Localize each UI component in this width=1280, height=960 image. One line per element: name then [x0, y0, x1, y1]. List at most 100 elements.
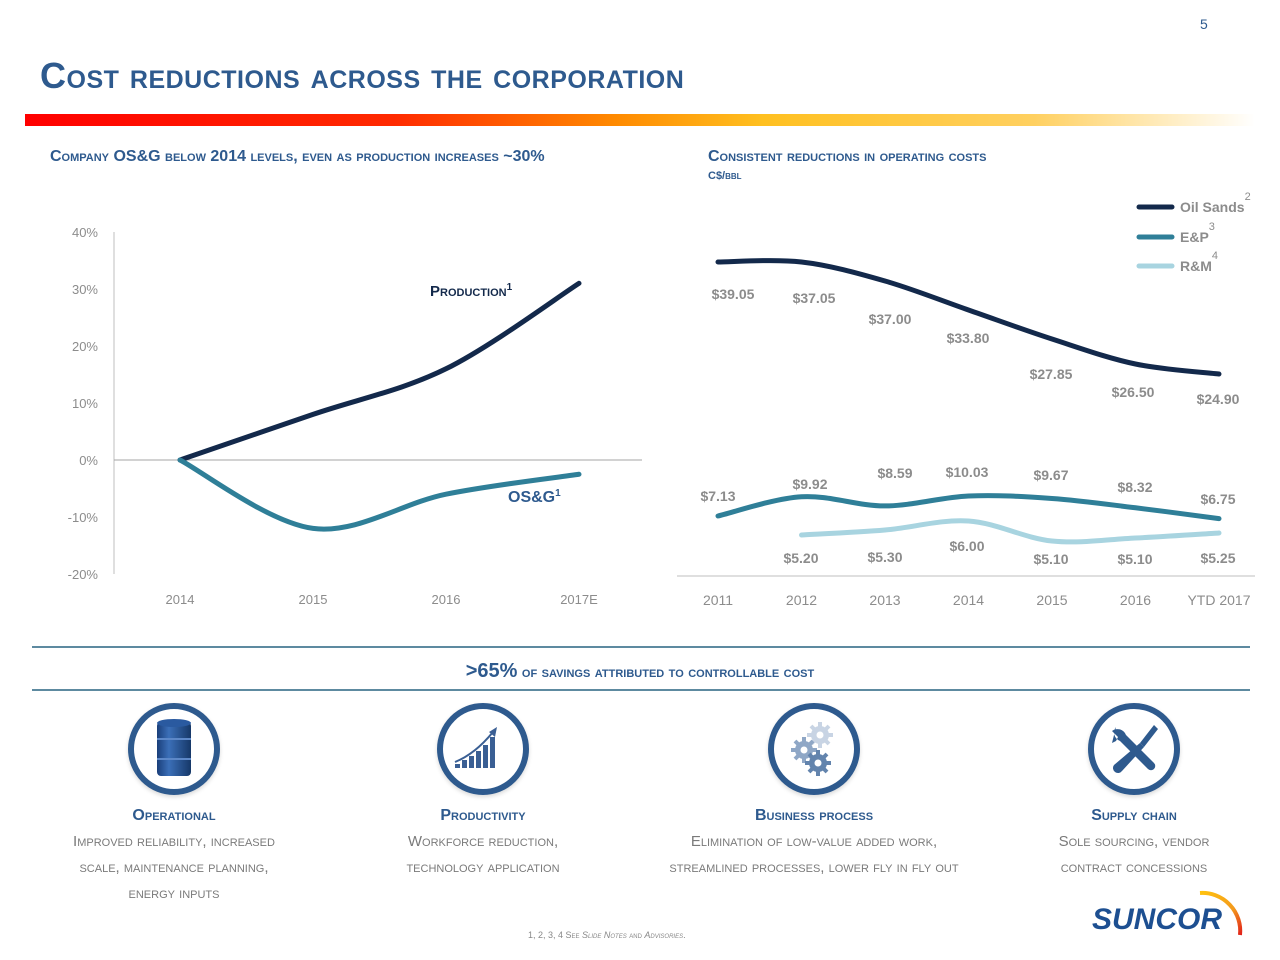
suncor-logo: SUNCOR	[1092, 890, 1243, 936]
oil-sands-data-label: $37.05	[793, 290, 836, 306]
pillar-description-line: scale, maintenance planning,	[79, 859, 269, 876]
x-tick-label: 2016	[432, 592, 461, 607]
r-m-data-label: $5.25	[1200, 550, 1235, 566]
osg-footnote-marker: 1	[555, 488, 561, 499]
y-tick-label: 10%	[72, 396, 98, 411]
pillar-description-line: Improved reliability, increased	[73, 833, 275, 850]
y-tick-label: -10%	[68, 510, 99, 525]
r-m-data-label: $5.10	[1117, 551, 1152, 567]
y-tick-label: -20%	[68, 567, 99, 582]
oil-sands-data-label: $27.85	[1030, 366, 1073, 382]
r-m-data-label: $5.30	[867, 549, 902, 565]
oil-sands-data-label: $33.80	[947, 330, 990, 346]
y-tick-label: 30%	[72, 282, 98, 297]
right-chart-title: Consistent reductions in operating costs	[708, 148, 987, 165]
x-tick-label: 2013	[869, 592, 900, 608]
e-p-data-label: $6.75	[1200, 491, 1235, 507]
left-chart-title: Company OS&G below 2014 levels, even as …	[50, 148, 545, 165]
pillar-productivity: Productivity Workforce reduction, techno…	[313, 703, 653, 881]
pillar-description: Elimination of low-value added work, str…	[644, 829, 984, 881]
oil-sands-data-label: $37.00	[869, 311, 912, 327]
logo-sun-arc	[1199, 890, 1243, 936]
pillar-description-line: Workforce reduction,	[407, 833, 559, 850]
x-tick-label: 2011	[703, 592, 733, 608]
legend-footnote-marker: 4	[1212, 250, 1218, 262]
pillar-description-line: Sole sourcing, vendor	[1058, 833, 1210, 850]
pillar-description-line: technology application	[406, 859, 560, 876]
pillar-description-line: streamlined processes, lower fly in fly …	[669, 859, 959, 876]
x-tick-label: 2014	[953, 592, 984, 608]
x-tick-label: 2015	[299, 592, 328, 607]
pillar-description-line: Elimination of low-value added work,	[690, 833, 938, 850]
x-tick-label: 2017E	[560, 592, 598, 607]
pillar-business-process: Business process Elimination of low-valu…	[644, 703, 984, 881]
pillar-title: Supply chain	[1091, 807, 1177, 824]
savings-percentage: >65%	[465, 660, 518, 682]
operating-costs-chart: $39.05 $37.05 $37.00 $33.80 $27.85 $26.50 $24.…	[677, 191, 1255, 608]
x-tick-label: YTD 2017	[1187, 592, 1250, 608]
footnote-suffix: .	[683, 930, 686, 940]
x-tick-label: 2014	[166, 592, 195, 607]
legend-label: E&P3	[1180, 221, 1215, 245]
production-osg-chart: 40% 30% 20% 10% 0% -10% -20% 2014 2015 2016 2017E P…	[68, 225, 642, 607]
series-line-e-p	[715, 493, 1222, 522]
pillar-description: Workforce reduction, technology applicat…	[313, 829, 653, 881]
legend-footnote-marker: 2	[1245, 191, 1251, 203]
page-title: Cost reductions across the corporation	[40, 55, 685, 96]
y-tick-label: 0%	[79, 453, 98, 468]
gears-icon	[768, 703, 860, 795]
page-number: 5	[1200, 16, 1208, 32]
pillar-title: Productivity	[440, 807, 526, 824]
r-m-data-label: $5.10	[1033, 551, 1068, 567]
osg-series-label: OS&G1	[508, 488, 561, 506]
pillar-supply-chain: Supply chain Sole sourcing, vendor contr…	[964, 703, 1280, 881]
savings-text: of savings attributed to controllable co…	[517, 664, 815, 681]
production-series-label: Production1	[430, 282, 513, 300]
banner-bottom-divider	[32, 689, 1250, 691]
series-line-production	[177, 280, 582, 463]
oil-sands-data-label: $24.90	[1197, 391, 1240, 407]
title-gradient-bar	[25, 114, 1255, 126]
x-tick-label: 2015	[1036, 592, 1067, 608]
production-footnote-marker: 1	[507, 282, 513, 293]
advisories-reference: Advisories	[644, 930, 684, 940]
logo-text: SUNCOR	[1092, 903, 1222, 936]
banner-top-divider	[32, 646, 1250, 648]
x-tick-label: 2016	[1120, 592, 1151, 608]
legend-footnote-marker: 3	[1209, 221, 1215, 233]
r-m-data-label: $5.20	[783, 550, 818, 566]
y-tick-label: 40%	[72, 225, 98, 240]
charts-canvas: 40% 30% 20% 10% 0% -10% -20% 2014 2015 2016 2017E P…	[68, 191, 1255, 608]
footnote-prefix: 1, 2, 3, 4 See	[528, 930, 583, 940]
pillar-description-line: contract concessions	[1060, 859, 1208, 876]
tools-icon	[1088, 703, 1180, 795]
pillar-title: Operational	[132, 807, 216, 824]
pillar-description: Sole sourcing, vendor contract concessio…	[964, 829, 1280, 881]
series-line-os-g	[177, 457, 582, 532]
legend-label: R&M4	[1180, 250, 1218, 274]
footnote: 1, 2, 3, 4 See Slide Notes and Advisorie…	[528, 930, 686, 940]
e-p-data-label: $8.32	[1117, 479, 1152, 495]
e-p-data-label: $9.92	[792, 476, 827, 492]
e-p-data-label: $10.03	[946, 464, 989, 480]
growth-chart-icon	[437, 703, 529, 795]
series-line-oil-sands	[715, 258, 1222, 377]
series-line-r-m	[799, 518, 1222, 545]
footnote-mid: and	[626, 930, 645, 940]
x-tick-label: 2012	[786, 592, 817, 608]
e-p-data-label: $8.59	[877, 465, 912, 481]
oil-sands-data-label: $39.05	[712, 286, 755, 302]
legend-label: Oil Sands2	[1180, 191, 1251, 215]
y-tick-label: 20%	[72, 339, 98, 354]
slide-notes-reference: Slide Notes	[582, 930, 627, 940]
right-chart-unit: C$/bbl	[708, 170, 742, 182]
pillar-operational: Operational Improved reliability, increa…	[4, 703, 344, 907]
pillar-description: Improved reliability, increased scale, m…	[4, 829, 344, 907]
pillar-description-line: energy inputs	[128, 885, 220, 902]
savings-banner: >65% of savings attributed to controllab…	[0, 660, 1280, 683]
e-p-data-label: $7.13	[700, 488, 735, 504]
r-m-data-label: $6.00	[949, 538, 984, 554]
e-p-data-label: $9.67	[1033, 467, 1068, 483]
oil-sands-data-label: $26.50	[1112, 384, 1155, 400]
oil-barrel-icon	[128, 703, 220, 795]
